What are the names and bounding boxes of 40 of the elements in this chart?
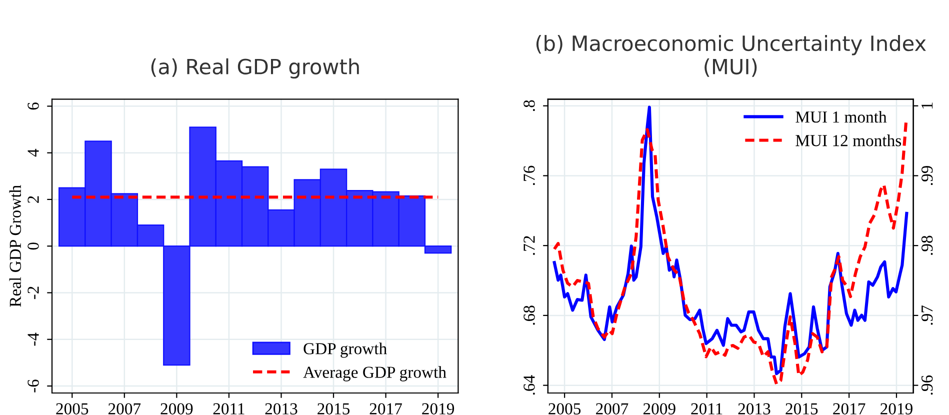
- x-tick-label: 2019: [880, 403, 912, 414]
- y2-tick-label: .98: [921, 236, 933, 255]
- y-tick-label: .64: [524, 375, 535, 395]
- legend-label: MUI 1 month: [796, 110, 887, 123]
- y2-tick-label: 1: [922, 102, 933, 109]
- x-tick-label: 2009: [643, 403, 676, 414]
- y-tick-label: .76: [524, 166, 535, 186]
- y-tick-label: -4: [28, 332, 39, 346]
- y-tick-label: 6: [28, 102, 39, 110]
- x-tick-label: 2013: [265, 403, 298, 414]
- y-tick-label: 2: [28, 196, 39, 203]
- legend-label: MUI 12 months: [796, 134, 902, 146]
- y-tick-label: -2: [28, 286, 39, 300]
- x-tick-label: 2013: [738, 403, 770, 414]
- x-tick-label: 2007: [108, 403, 141, 414]
- x-tick-label: 2005: [56, 403, 88, 414]
- y-axis-title: Real GDP Growth: [9, 185, 22, 307]
- y2-tick-label: .96: [921, 375, 933, 395]
- x-tick-label: 2011: [691, 403, 722, 414]
- chart-title: (b) Macroeconomic Uncertainty Index (MUI): [536, 35, 926, 77]
- x-tick-label: 2011: [213, 403, 244, 414]
- x-tick-label: 2017: [370, 403, 402, 414]
- y-tick-label: .68: [524, 306, 535, 325]
- y-tick-label: 4: [28, 148, 39, 157]
- x-tick-label: 2017: [833, 403, 866, 414]
- legend-label: GDP growth: [304, 342, 387, 358]
- chart-title: (a) Real GDP growth: [151, 58, 359, 79]
- y-tick-label: 0: [28, 242, 39, 250]
- y-tick-label: .72: [524, 236, 535, 255]
- x-tick-label: 2007: [596, 403, 628, 414]
- legend-label: Average GDP growth: [303, 366, 446, 382]
- y2-tick-label: .97: [921, 306, 933, 325]
- x-tick-label: 2019: [422, 403, 454, 414]
- x-tick-label: 2009: [160, 403, 193, 414]
- y-tick-label: -6: [28, 380, 39, 392]
- y2-tick-label: .99: [921, 166, 933, 186]
- x-tick-label: 2015: [318, 403, 350, 414]
- y-tick-label: .8: [524, 100, 535, 111]
- x-tick-label: 2015: [786, 403, 818, 414]
- x-tick-label: 2005: [548, 403, 581, 414]
